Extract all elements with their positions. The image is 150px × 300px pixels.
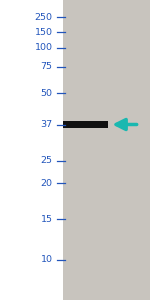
Text: 50: 50 [40,88,52,98]
Text: 10: 10 [40,255,52,264]
Text: 250: 250 [34,13,52,22]
Bar [63,121,108,128]
Text: 75: 75 [40,62,52,71]
Text: 25: 25 [40,156,52,165]
Text: 150: 150 [34,28,52,37]
Text: 15: 15 [40,214,52,224]
Text: 37: 37 [40,120,52,129]
Text: 20: 20 [40,178,52,188]
Text: 100: 100 [34,44,52,52]
Bar [63,0,150,300]
